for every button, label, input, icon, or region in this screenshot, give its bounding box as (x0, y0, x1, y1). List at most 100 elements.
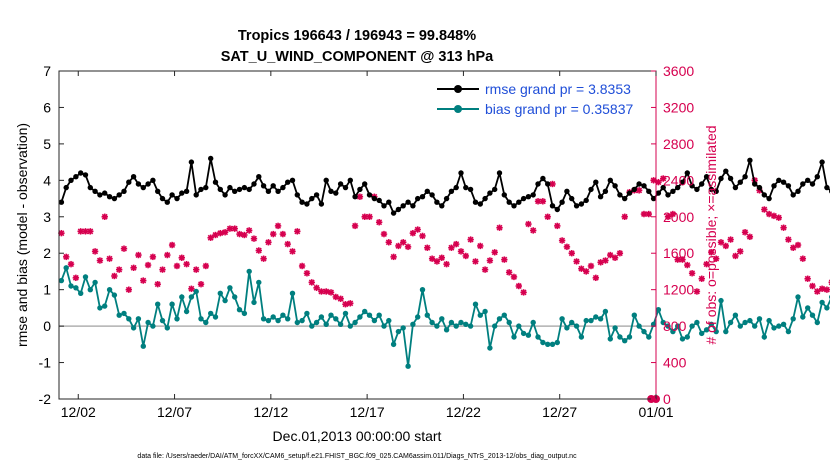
rmse-point (193, 192, 199, 198)
bias-point (256, 279, 262, 286)
rmse-point (530, 192, 536, 198)
bias-point (217, 290, 223, 296)
rmse-point (381, 203, 387, 209)
rmse-point (352, 194, 358, 200)
rmse-point (742, 174, 748, 180)
bias-point (622, 338, 628, 344)
rmse-point (121, 188, 127, 194)
rmse-point (516, 199, 522, 205)
obs-assimilated-marker (144, 261, 152, 269)
rmse-point (525, 194, 532, 200)
bias-point (467, 323, 474, 329)
obs-assimilated-marker (785, 236, 792, 243)
obs-assimilated-marker (818, 285, 826, 292)
obs-assimilated-marker (664, 213, 672, 220)
bias-point (299, 317, 305, 324)
rmse-point (583, 197, 589, 204)
rmse-point (679, 179, 686, 185)
y-tick-label: 7 (43, 63, 51, 79)
bias-point (660, 319, 666, 326)
rmse-point (573, 203, 580, 209)
obs-assimilated-marker (568, 250, 575, 257)
rmse-point (453, 184, 459, 191)
rmse-point (540, 175, 546, 182)
obs-assimilated-marker (823, 286, 830, 293)
rmse-point (58, 199, 65, 205)
y-axis-label: rmse and bias (model - observation) (14, 123, 30, 347)
y2-tick-label: 1200 (663, 282, 694, 298)
obs-assimilated-marker (115, 266, 123, 273)
rmse-point (805, 177, 811, 183)
bias-point (694, 319, 700, 326)
rmse-point (241, 184, 248, 191)
obs-assimilated-marker (477, 242, 484, 250)
obs-assimilated-marker (597, 259, 604, 266)
bias-point (727, 319, 734, 326)
bias-point (251, 299, 257, 306)
obs-assimilated-marker (679, 256, 686, 263)
obs-assimilated-marker (558, 237, 566, 244)
obs-assimilated-marker (231, 225, 238, 232)
rmse-point (439, 203, 445, 209)
obs-assimilated-marker (260, 255, 267, 262)
rmse-point (578, 201, 585, 207)
x-tick-label: 12/02 (61, 404, 96, 420)
rmse-point (92, 188, 98, 194)
rmse-point (97, 192, 103, 198)
bias-point (655, 307, 662, 313)
rmse-point (275, 188, 281, 194)
obs-assimilated-marker (573, 258, 580, 265)
bias-point (458, 319, 464, 326)
rmse-point (357, 186, 363, 193)
obs-assimilated-marker (669, 210, 677, 218)
rmse-point (116, 192, 122, 198)
bias-point (684, 334, 690, 340)
obs-assimilated-marker (486, 257, 494, 264)
y-tick-label: 4 (43, 172, 51, 188)
obs-assimilated-marker (101, 213, 108, 220)
rmse-point (650, 195, 657, 202)
obs-assimilated-marker (481, 266, 489, 273)
obs-assimilated-marker (294, 228, 301, 235)
bias-point (246, 268, 252, 275)
rmse-point (342, 184, 349, 191)
obs-assimilated-marker (741, 229, 749, 236)
rmse-point (660, 184, 666, 191)
bias-point (525, 332, 532, 338)
obs-assimilated-marker (168, 241, 176, 249)
bias-point (439, 316, 445, 322)
obs-assimilated-marker (313, 284, 320, 292)
obs-assimilated-marker (125, 286, 133, 293)
rmse-point (554, 206, 560, 213)
bias-point (73, 285, 79, 291)
bias-point (376, 312, 382, 318)
bias-point (285, 316, 291, 322)
bias-point (419, 287, 426, 293)
rmse-point (106, 194, 113, 200)
rmse-point (501, 192, 507, 198)
chart-title: Tropics 196643 / 196943 = 99.848% (238, 28, 476, 44)
rmse-point (236, 186, 243, 193)
obs-assimilated-marker (501, 256, 508, 263)
bias-point (520, 330, 527, 337)
rmse-point (593, 179, 599, 185)
bias-point (496, 316, 503, 322)
y-tick-label: 6 (43, 99, 51, 115)
bias-point (747, 317, 753, 324)
obs-assimilated-marker (130, 264, 137, 271)
bias-series-layer (58, 264, 830, 369)
obs-assimilated-marker (149, 253, 157, 261)
bias-point (482, 308, 488, 315)
bias-point (400, 325, 406, 331)
rmse-point (260, 183, 267, 189)
bias-point (578, 334, 585, 340)
x-tick-label: 12/12 (253, 404, 288, 420)
bias-point (78, 290, 84, 296)
x-tick-label: 12/07 (157, 404, 192, 420)
rmse-point (713, 188, 719, 194)
rmse-point (520, 195, 527, 202)
obs-assimilated-marker (443, 260, 450, 268)
obs-assimilated-marker (698, 275, 705, 282)
rmse-point (145, 181, 151, 187)
rmse-point (569, 195, 575, 202)
